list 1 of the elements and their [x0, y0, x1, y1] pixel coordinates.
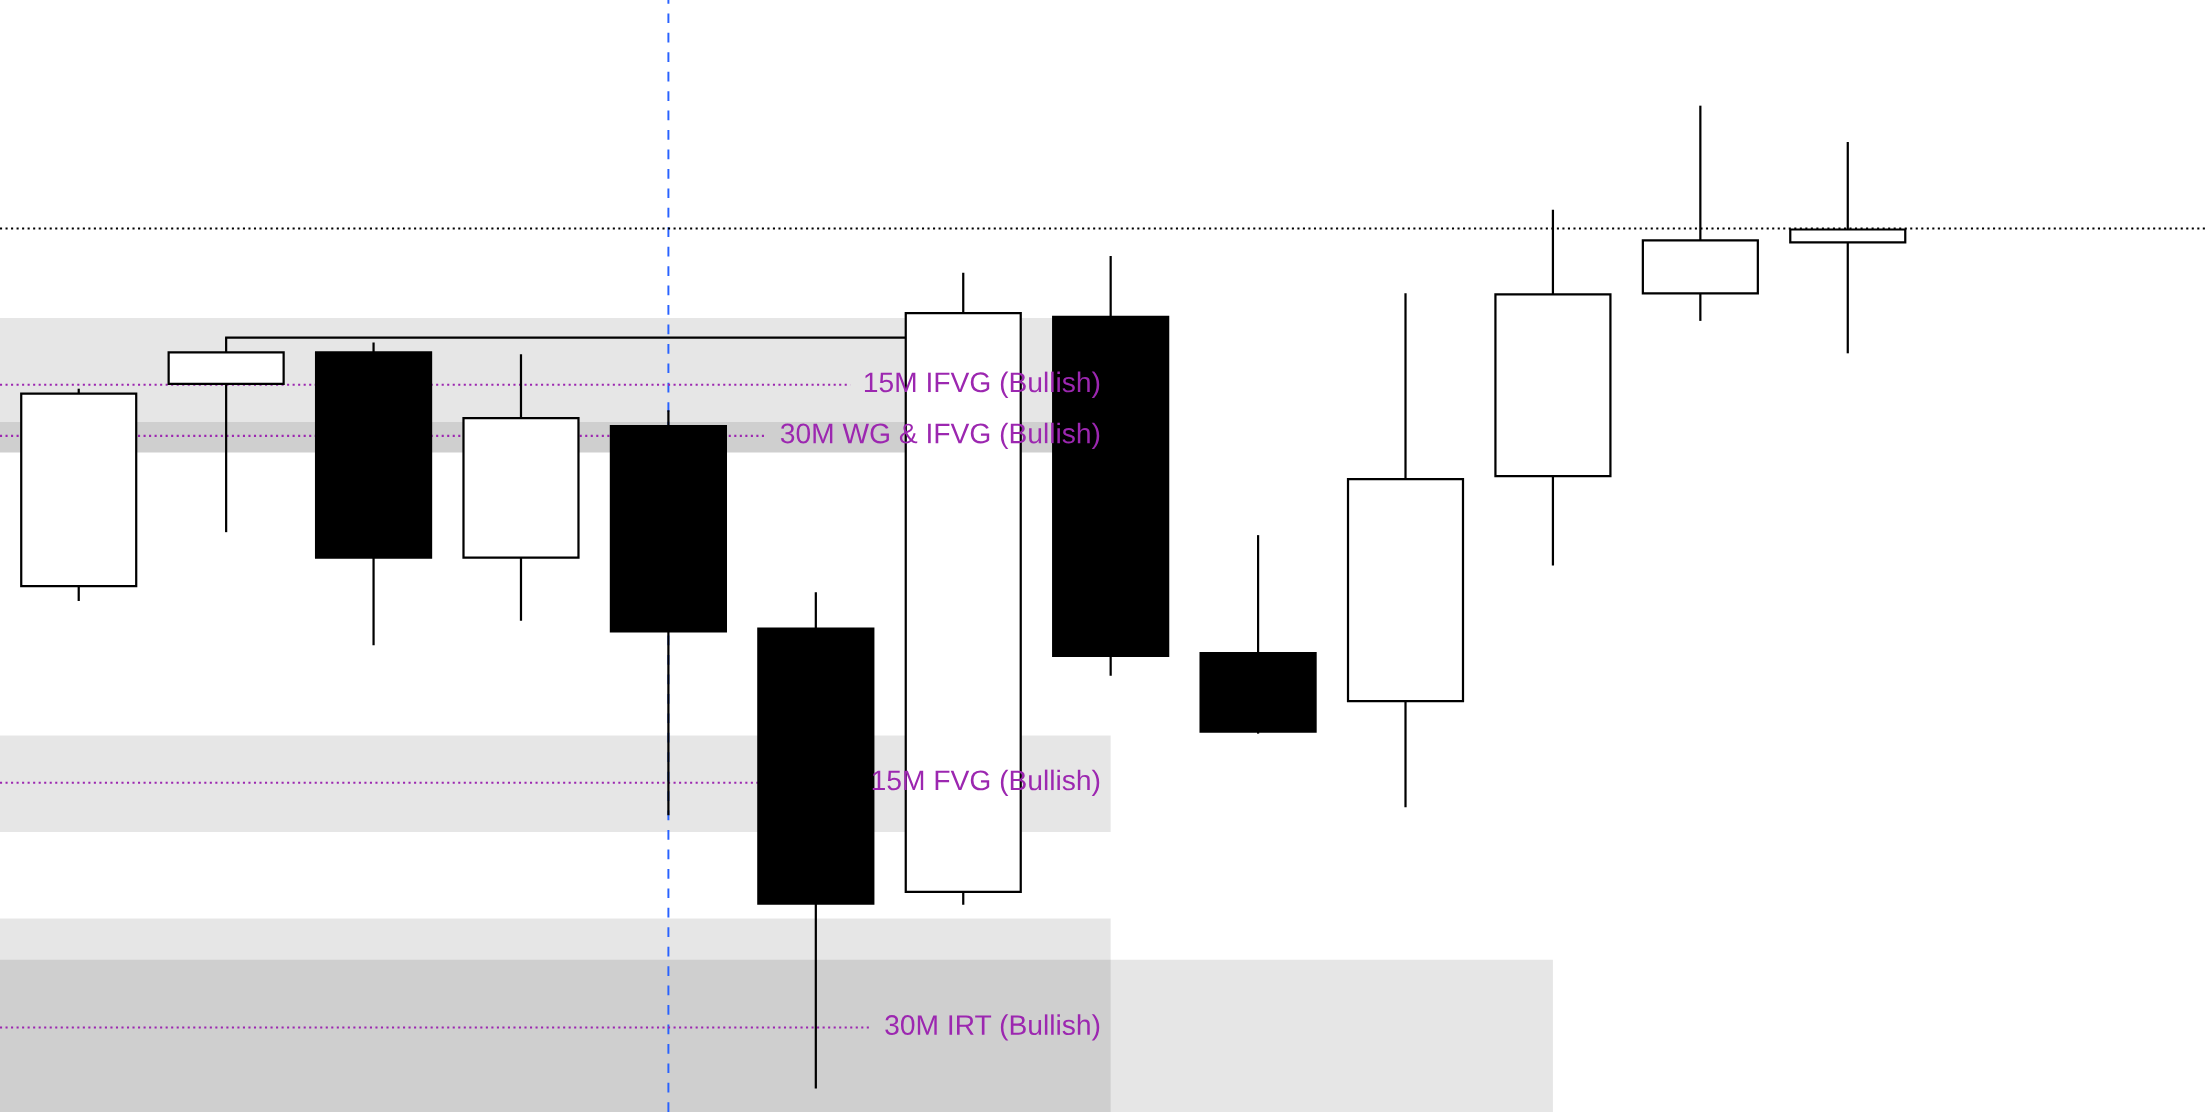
ref-line-label: 30M IRT (Bullish) [885, 1014, 1100, 1041]
